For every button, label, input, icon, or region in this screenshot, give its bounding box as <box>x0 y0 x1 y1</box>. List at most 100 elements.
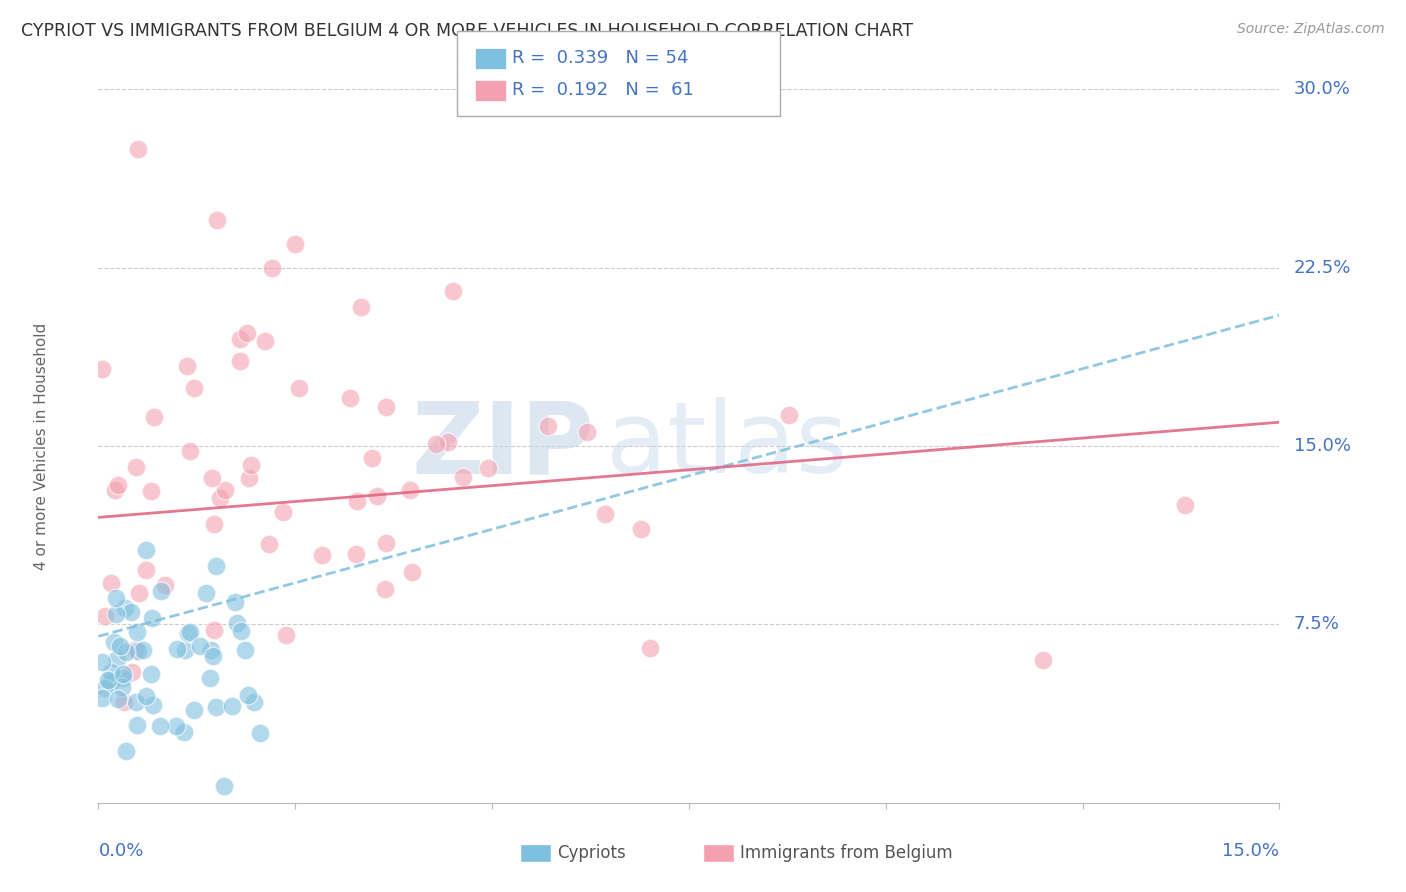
Text: 30.0%: 30.0% <box>1294 80 1351 98</box>
Point <box>149 718 172 732</box>
Point <box>135 563 157 577</box>
Point <box>238 471 260 485</box>
Point <box>121 665 143 679</box>
Point <box>344 548 367 562</box>
Point <box>638 641 661 656</box>
Point <box>401 565 423 579</box>
Point <box>143 410 166 425</box>
Point <box>254 334 277 348</box>
Point <box>375 400 398 414</box>
Text: 0.0%: 0.0% <box>98 842 143 860</box>
Point <box>135 690 157 704</box>
Point <box>441 285 464 299</box>
Point <box>176 359 198 373</box>
Point <box>125 625 148 640</box>
Point <box>1174 499 1197 513</box>
Point <box>236 688 259 702</box>
Point <box>103 635 125 649</box>
Point <box>127 142 149 156</box>
Text: 7.5%: 7.5% <box>1294 615 1340 633</box>
Point <box>125 460 148 475</box>
Text: Cypriots: Cypriots <box>557 844 626 862</box>
Point <box>105 607 128 622</box>
Point <box>361 450 384 465</box>
Point <box>224 594 246 608</box>
Point <box>274 628 297 642</box>
Point <box>115 645 138 659</box>
Text: 22.5%: 22.5% <box>1294 259 1351 277</box>
Point <box>183 381 205 395</box>
Point <box>112 696 135 710</box>
Point <box>229 624 252 638</box>
Point <box>104 483 127 497</box>
Point <box>114 600 136 615</box>
Point <box>177 625 200 640</box>
Point <box>91 362 114 376</box>
Point <box>173 725 195 739</box>
Point <box>165 719 187 733</box>
Point <box>205 558 228 573</box>
Point <box>260 260 283 275</box>
Text: 15.0%: 15.0% <box>1222 842 1279 860</box>
Point <box>132 642 155 657</box>
Point <box>124 642 146 657</box>
Point <box>593 507 616 521</box>
Point <box>111 671 134 685</box>
Point <box>243 695 266 709</box>
Point <box>235 326 257 341</box>
Point <box>94 681 117 695</box>
Point <box>339 392 361 406</box>
Point <box>205 213 228 227</box>
Point <box>239 458 262 473</box>
Point <box>214 483 236 498</box>
Point <box>201 648 224 663</box>
Point <box>139 483 162 498</box>
Text: CYPRIOT VS IMMIGRANTS FROM BELGIUM 4 OR MORE VEHICLES IN HOUSEHOLD CORRELATION C: CYPRIOT VS IMMIGRANTS FROM BELGIUM 4 OR … <box>21 22 914 40</box>
Point <box>366 489 388 503</box>
Point <box>97 673 120 687</box>
Point <box>202 517 225 532</box>
Text: R =  0.339   N = 54: R = 0.339 N = 54 <box>512 49 689 68</box>
Point <box>375 536 398 550</box>
Point <box>233 643 256 657</box>
Point <box>221 698 243 713</box>
Point <box>398 483 420 498</box>
Point <box>271 505 294 519</box>
Point <box>115 744 138 758</box>
Point <box>179 444 201 458</box>
Point <box>108 639 131 653</box>
Text: 15.0%: 15.0% <box>1294 437 1351 455</box>
Point <box>166 641 188 656</box>
Text: Source: ZipAtlas.com: Source: ZipAtlas.com <box>1237 22 1385 37</box>
Point <box>107 477 129 491</box>
Point <box>179 625 201 640</box>
Point <box>202 623 225 637</box>
Point <box>149 583 172 598</box>
Point <box>100 675 122 690</box>
Point <box>125 718 148 732</box>
Point <box>100 576 122 591</box>
Point <box>195 585 218 599</box>
Point <box>477 460 499 475</box>
Point <box>288 381 311 395</box>
Text: R =  0.192   N =  61: R = 0.192 N = 61 <box>512 81 693 99</box>
Point <box>374 582 396 596</box>
Point <box>153 577 176 591</box>
Text: Immigrants from Belgium: Immigrants from Belgium <box>740 844 952 862</box>
Point <box>630 522 652 536</box>
Point <box>1032 653 1054 667</box>
Point <box>173 642 195 657</box>
Point <box>425 436 447 450</box>
Point <box>91 691 114 706</box>
Point <box>575 425 598 439</box>
Point <box>228 354 250 368</box>
Point <box>229 332 252 346</box>
Point <box>139 667 162 681</box>
Point <box>120 605 142 619</box>
Point <box>105 652 128 666</box>
Text: atlas: atlas <box>606 398 848 494</box>
Text: ZIP: ZIP <box>412 398 595 494</box>
Point <box>125 695 148 709</box>
Point <box>226 615 249 630</box>
Point <box>778 408 800 422</box>
